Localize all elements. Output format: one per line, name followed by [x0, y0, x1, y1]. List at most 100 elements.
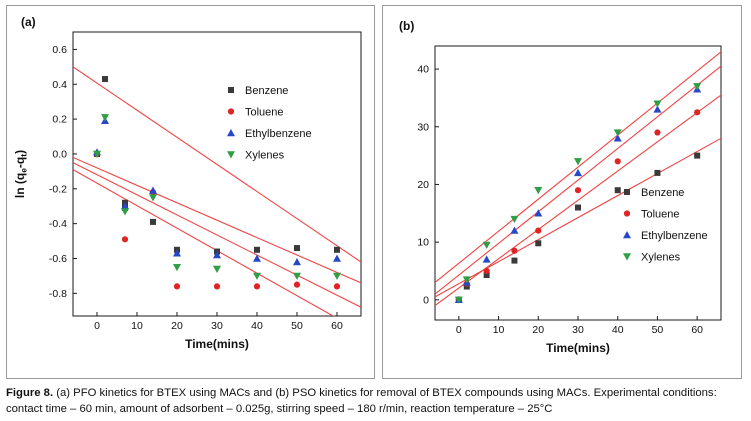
marker-circle: [535, 227, 542, 234]
legend-label: Ethylbenzene: [245, 128, 312, 140]
marker-square: [511, 257, 518, 264]
marker-triangle-up: [253, 254, 261, 262]
marker-triangle-up: [574, 168, 582, 177]
panel-label: (b): [399, 19, 414, 33]
marker-square: [483, 272, 490, 279]
plot-frame: [72, 31, 362, 317]
marker-square: [575, 204, 581, 211]
y-tick-label: -0.2: [49, 183, 67, 195]
x-tick-label: 60: [331, 320, 343, 332]
series-xylenes: [93, 114, 341, 280]
x-axis-label: Time(mins): [185, 337, 249, 351]
marker-circle: [483, 267, 490, 275]
y-tick-label: 10: [417, 237, 429, 249]
marker-triangle-down: [482, 241, 491, 250]
x-tick-label: 0: [456, 324, 462, 336]
legend-label: Toluene: [245, 106, 284, 118]
x-tick-label: 30: [572, 324, 584, 336]
y-tick-label: 20: [417, 179, 429, 191]
y-tick-label: -0.4: [49, 218, 67, 230]
panel-b: 0 10 20 30 40 50 60 0 10 20 30 40 Time(mins) Benzene T…: [382, 5, 742, 379]
marker-square: [150, 218, 156, 225]
marker-triangle-up: [227, 129, 235, 137]
fit-line: [435, 65, 721, 295]
marker-triangle-down: [149, 194, 157, 202]
marker-triangle-up: [653, 105, 662, 113]
x-tick-label: 50: [652, 324, 664, 336]
panel-a: 0 10 20 30 40 50 60 0.6 0.4 0.2 0.0 -0.2 -0.4 -0.6 -0.…: [6, 5, 375, 379]
marker-triangle-down: [693, 83, 702, 91]
fit-line: [73, 162, 361, 308]
marker-triangle-down: [101, 114, 109, 122]
marker-circle: [227, 108, 235, 115]
marker-triangle-down: [653, 100, 662, 108]
marker-circle: [173, 283, 181, 290]
marker-square: [254, 246, 260, 253]
y-tick-label: 0: [423, 294, 429, 306]
x-tick-label: 0: [94, 320, 100, 332]
marker-circle: [511, 247, 518, 254]
legend: Benzene Toluene Ethylbenzene Xylenes: [623, 187, 708, 263]
marker-square: [694, 152, 701, 159]
legend: Benzene Toluene Ethylbenzene Xylenes: [227, 85, 312, 161]
marker-circle: [293, 281, 301, 288]
y-tick-label: 0.0: [52, 148, 67, 160]
series-benzene: [94, 76, 340, 255]
x-tick-label: 10: [131, 320, 143, 332]
legend-label: Benzene: [245, 85, 288, 97]
marker-circle: [654, 129, 661, 136]
marker-triangle-up: [121, 202, 129, 210]
fit-line: [435, 94, 721, 307]
fit-line: [435, 51, 721, 283]
caption-label: Figure 8.: [6, 387, 54, 399]
marker-triangle-down: [293, 272, 301, 280]
fit-lines: [435, 51, 721, 307]
legend-label: Toluene: [641, 208, 680, 220]
marker-circle: [121, 236, 129, 243]
marker-circle: [574, 187, 582, 194]
legend-label: Ethylbenzene: [641, 230, 708, 242]
marker-triangle-down: [173, 264, 181, 272]
x-tick-label: 50: [291, 320, 303, 332]
plot-frame: [434, 45, 722, 321]
x-axis-label: Time(mins): [546, 341, 610, 355]
marker-triangle-down: [510, 215, 519, 224]
marker-triangle-down: [623, 253, 631, 261]
marker-triangle-down: [613, 129, 622, 137]
marker-square: [102, 76, 108, 83]
marker-square: [614, 187, 621, 194]
marker-triangle-up: [482, 255, 491, 263]
legend-label: Xylenes: [245, 149, 285, 161]
marker-triangle-up: [293, 257, 301, 266]
marker-triangle-down: [333, 272, 341, 280]
fit-lines: [73, 66, 361, 316]
x-tick-label: 10: [493, 324, 505, 336]
marker-triangle-down: [574, 158, 582, 166]
y-tick-label: -0.8: [49, 288, 67, 300]
y-tick-label: 0.2: [52, 114, 67, 126]
marker-circle: [213, 283, 221, 290]
y-tick-label: 0.6: [52, 44, 67, 56]
x-tick-label: 30: [211, 320, 223, 332]
figure-panels: 0 10 20 30 40 50 60 0.6 0.4 0.2 0.0 -0.2 -0.4 -0.6 -0.…: [6, 5, 747, 379]
marker-square: [334, 246, 340, 253]
x-tick-label: 20: [532, 324, 544, 336]
legend-label: Xylenes: [641, 251, 681, 263]
marker-triangle-down: [253, 272, 261, 280]
marker-circle: [623, 210, 631, 217]
figure-caption: Figure 8. (a) PFO kinetics for BTEX usin…: [6, 385, 748, 418]
marker-circle: [253, 283, 261, 290]
marker-triangle-down: [534, 187, 543, 195]
fit-line: [73, 66, 361, 263]
x-tick-label: 60: [691, 324, 703, 336]
y-tick-label: 40: [417, 64, 429, 76]
x-tick-label: 40: [612, 324, 624, 336]
chart-a-pfo-kinetics: 0 10 20 30 40 50 60 0.6 0.4 0.2 0.0 -0.2 -0.4 -0.6 -0.…: [7, 6, 374, 378]
fit-line: [73, 156, 361, 284]
y-tick-label: 30: [417, 121, 429, 133]
marker-triangle-down: [121, 208, 129, 216]
marker-square: [228, 87, 234, 93]
marker-square: [654, 169, 661, 176]
marker-triangle-down: [227, 151, 235, 159]
